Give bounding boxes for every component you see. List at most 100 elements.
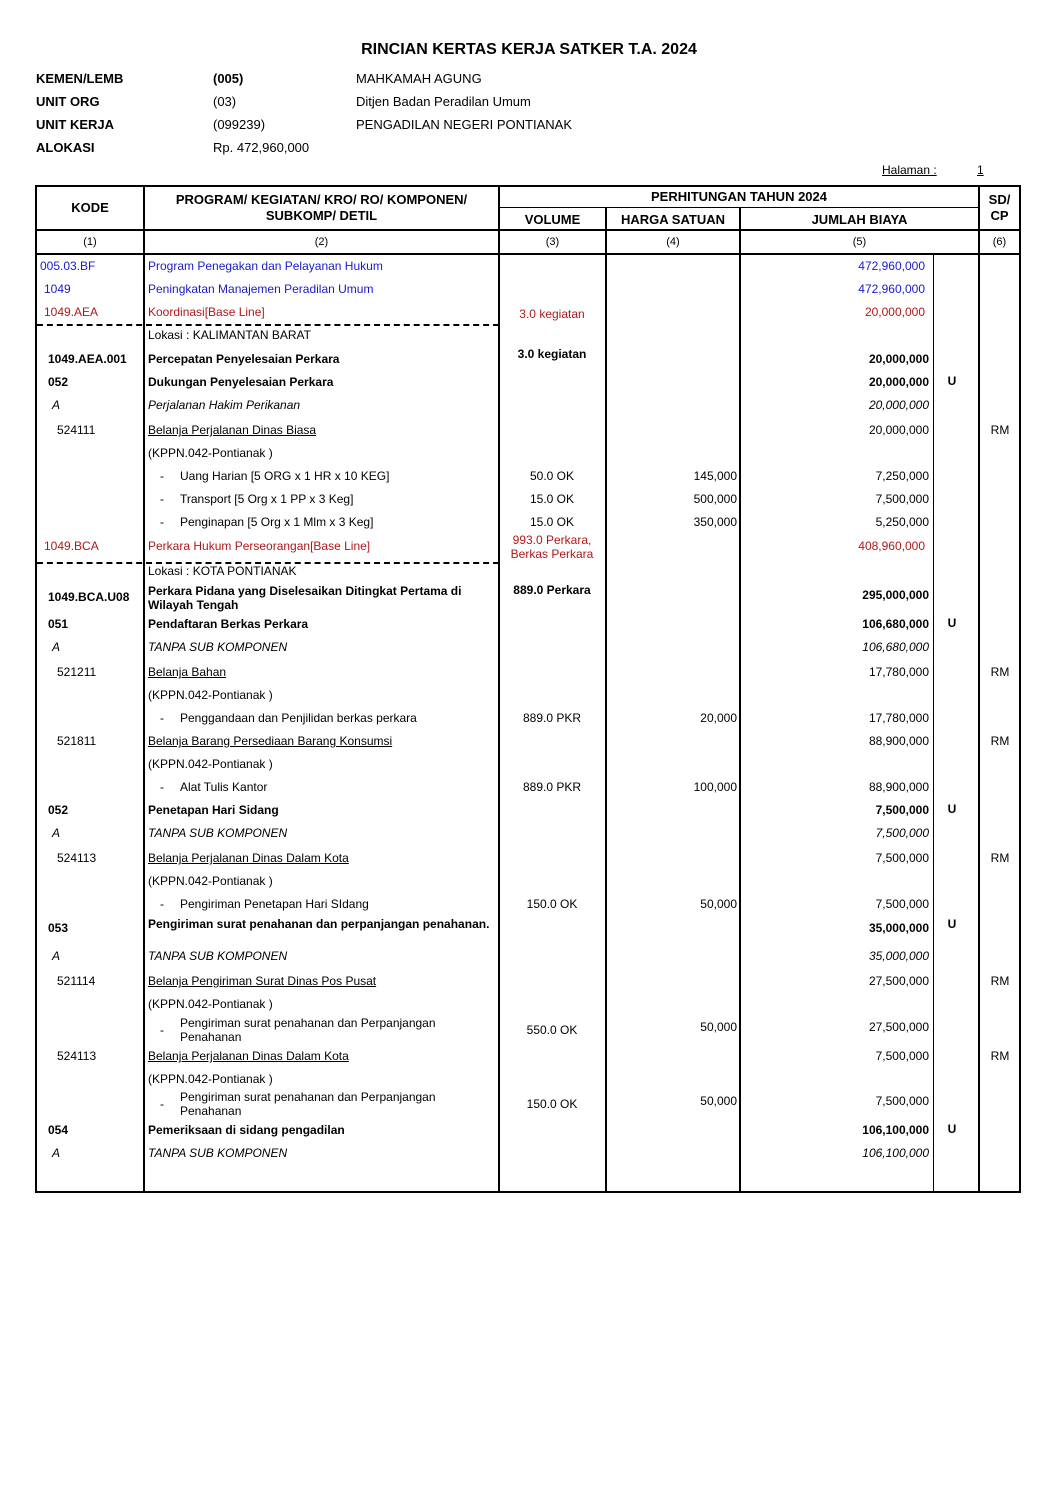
row-volume: 150.0 OK [526, 1097, 578, 1111]
row-amount: 20,000,000 [868, 375, 929, 389]
table-row: (KPPN.042-Pontianak ) [0, 1072, 1058, 1088]
row-unit-price: 100,000 [693, 780, 737, 794]
table-row: 1049.AEA Koordinasi[Base Line] 3.0 kegiata… [0, 305, 1058, 321]
table-border-left [35, 185, 37, 1193]
section-separator [37, 324, 499, 326]
table-row: 005.03.BF Program Penegakan dan Pelayanan… [0, 259, 1058, 275]
row-description: Perkara Hukum Perseorangan[Base Line] [148, 539, 371, 553]
row-amount: 35,000,000 [868, 949, 929, 963]
item-bullet: - [160, 469, 164, 483]
table-row: A Perjalanan Hakim Perikanan 20,000,000 [0, 398, 1058, 414]
table-row: 1049.AEA.001 Percepatan Penyelesaian Perk… [0, 347, 1058, 368]
row-amount: 7,500,000 [875, 897, 929, 911]
column-number: (3) [545, 236, 560, 248]
row-code: 005.03.BF [40, 259, 96, 273]
row-description: TANPA SUB KOMPONEN [148, 1146, 288, 1160]
row-description: Dukungan Penyelesaian Perkara [148, 375, 334, 389]
column-number: (5) [852, 236, 867, 248]
header-sd-cp: SD/ CP [988, 192, 1011, 223]
column-divider [605, 207, 607, 1193]
table-row: A TANPA SUB KOMPONEN 106,100,000 [0, 1146, 1058, 1162]
row-amount: 5,250,000 [875, 515, 929, 529]
row-amount: 7,500,000 [875, 1049, 929, 1063]
row-code: 052 [48, 803, 69, 817]
header-volume: VOLUME [524, 212, 581, 227]
table-row: Lokasi : KOTA PONTIANAK [0, 564, 1058, 580]
table-row: (KPPN.042-Pontianak ) [0, 997, 1058, 1013]
row-description: (KPPN.042-Pontianak ) [148, 446, 273, 460]
row-amount: 472,960,000 [858, 259, 925, 273]
row-amount: 20,000,000 [868, 352, 929, 366]
column-divider [739, 207, 741, 1193]
row-amount: 27,500,000 [868, 1020, 929, 1034]
table-row: 051 Pendaftaran Berkas Perkara 106,680,000… [0, 616, 1058, 633]
header-divider [499, 207, 978, 208]
table-row: (KPPN.042-Pontianak ) [0, 757, 1058, 773]
row-source-fund: RM [990, 423, 1010, 437]
row-description: Uang Harian [5 ORG x 1 HR x 10 KEG] [180, 469, 390, 483]
row-source-fund: RM [990, 665, 1010, 679]
row-amount: 7,500,000 [875, 492, 929, 506]
row-unit-price: 350,000 [693, 515, 737, 529]
row-description: (KPPN.042-Pontianak ) [148, 688, 273, 702]
page-label: Halaman : [882, 163, 937, 177]
row-description: Perjalanan Hakim Perikanan [148, 398, 301, 412]
row-description: (KPPN.042-Pontianak ) [148, 1072, 273, 1086]
row-description: Percepatan Penyelesaian Perkara [148, 352, 340, 366]
header-perhitungan: PERHITUNGAN TAHUN 2024 [650, 189, 827, 204]
row-description: Penetapan Hari Sidang [148, 803, 279, 817]
table-row: 053 Pengiriman surat penahanan dan perpan… [0, 917, 1058, 937]
table-row: 524113 Belanja Perjalanan Dinas Dalam Kot… [0, 851, 1058, 867]
meta-code: (099239) [213, 117, 266, 132]
table-row: - Pengiriman Penetapan Hari SIdang 150.0 O… [0, 897, 1058, 913]
row-amount: 106,680,000 [862, 617, 929, 631]
row-amount: 7,500,000 [875, 803, 929, 817]
row-volume: 889.0 PKR [522, 780, 582, 794]
meta-code: Rp. 472,960,000 [213, 140, 310, 155]
row-code: 053 [48, 921, 69, 935]
row-volume: 150.0 OK [526, 897, 578, 911]
table-row: 1049.BCA Perkara Hukum Perseorangan[Base … [0, 533, 1058, 561]
row-description: Belanja Perjalanan Dinas Dalam Kota [148, 1049, 349, 1063]
row-code: 521114 [57, 974, 96, 988]
column-divider [933, 255, 934, 1193]
row-description: Peningkatan Manajemen Peradilan Umum [148, 282, 374, 296]
row-amount: 20,000,000 [868, 398, 929, 412]
header-harga-satuan: HARGA SATUAN [621, 212, 725, 227]
column-divider [498, 185, 500, 1193]
row-description: (KPPN.042-Pontianak ) [148, 874, 273, 888]
row-flag: U [947, 802, 957, 816]
table-row: 052 Dukungan Penyelesaian Perkara 20,000,0… [0, 374, 1058, 391]
column-number: (2) [314, 236, 329, 248]
row-code: A [52, 949, 61, 963]
table-row: 1049 Peningkatan Manajemen Peradilan Umum… [0, 282, 1058, 298]
row-unit-price: 500,000 [693, 492, 737, 506]
row-unit-price: 50,000 [700, 897, 737, 911]
row-description: TANPA SUB KOMPONEN [148, 949, 288, 963]
meta-code: (03) [213, 94, 237, 109]
row-code: 1049.AEA.001 [48, 352, 127, 366]
row-description: Belanja Barang Persediaan Barang Konsums… [148, 734, 393, 748]
table-row: 1049.BCA.U08 Perkara Pidana yang Diselesa… [0, 583, 1058, 612]
header-divider [35, 229, 1021, 231]
meta-label: KEMEN/LEMB [36, 71, 124, 86]
row-description: Alat Tulis Kantor [180, 780, 268, 794]
table-row: 054 Pemeriksaan di sidang pengadilan 106,1… [0, 1122, 1058, 1139]
row-volume: 3.0 kegiatan [519, 307, 585, 321]
row-amount: 106,100,000 [862, 1146, 929, 1160]
row-description: Belanja Bahan [148, 665, 227, 679]
row-amount: 7,500,000 [875, 1094, 929, 1108]
table-row: - Transport [5 Org x 1 PP x 3 Keg] 15.0 OK… [0, 492, 1058, 508]
row-description: Pendaftaran Berkas Perkara [148, 617, 309, 631]
header-uraian: PROGRAM/ KEGIATAN/ KRO/ RO/ KOMPONEN/ SU… [175, 192, 468, 223]
row-amount: 408,960,000 [858, 539, 925, 553]
table-row: A TANPA SUB KOMPONEN 106,680,000 [0, 640, 1058, 656]
row-code: 521811 [57, 734, 97, 748]
row-source-fund: RM [990, 734, 1010, 748]
row-volume: 3.0 kegiatan [517, 347, 587, 361]
row-flag: U [947, 374, 957, 388]
row-amount: 472,960,000 [858, 282, 925, 296]
header-kode: KODE [71, 200, 109, 215]
row-description: Perkara Pidana yang Diselesaikan Ditingk… [148, 584, 462, 612]
